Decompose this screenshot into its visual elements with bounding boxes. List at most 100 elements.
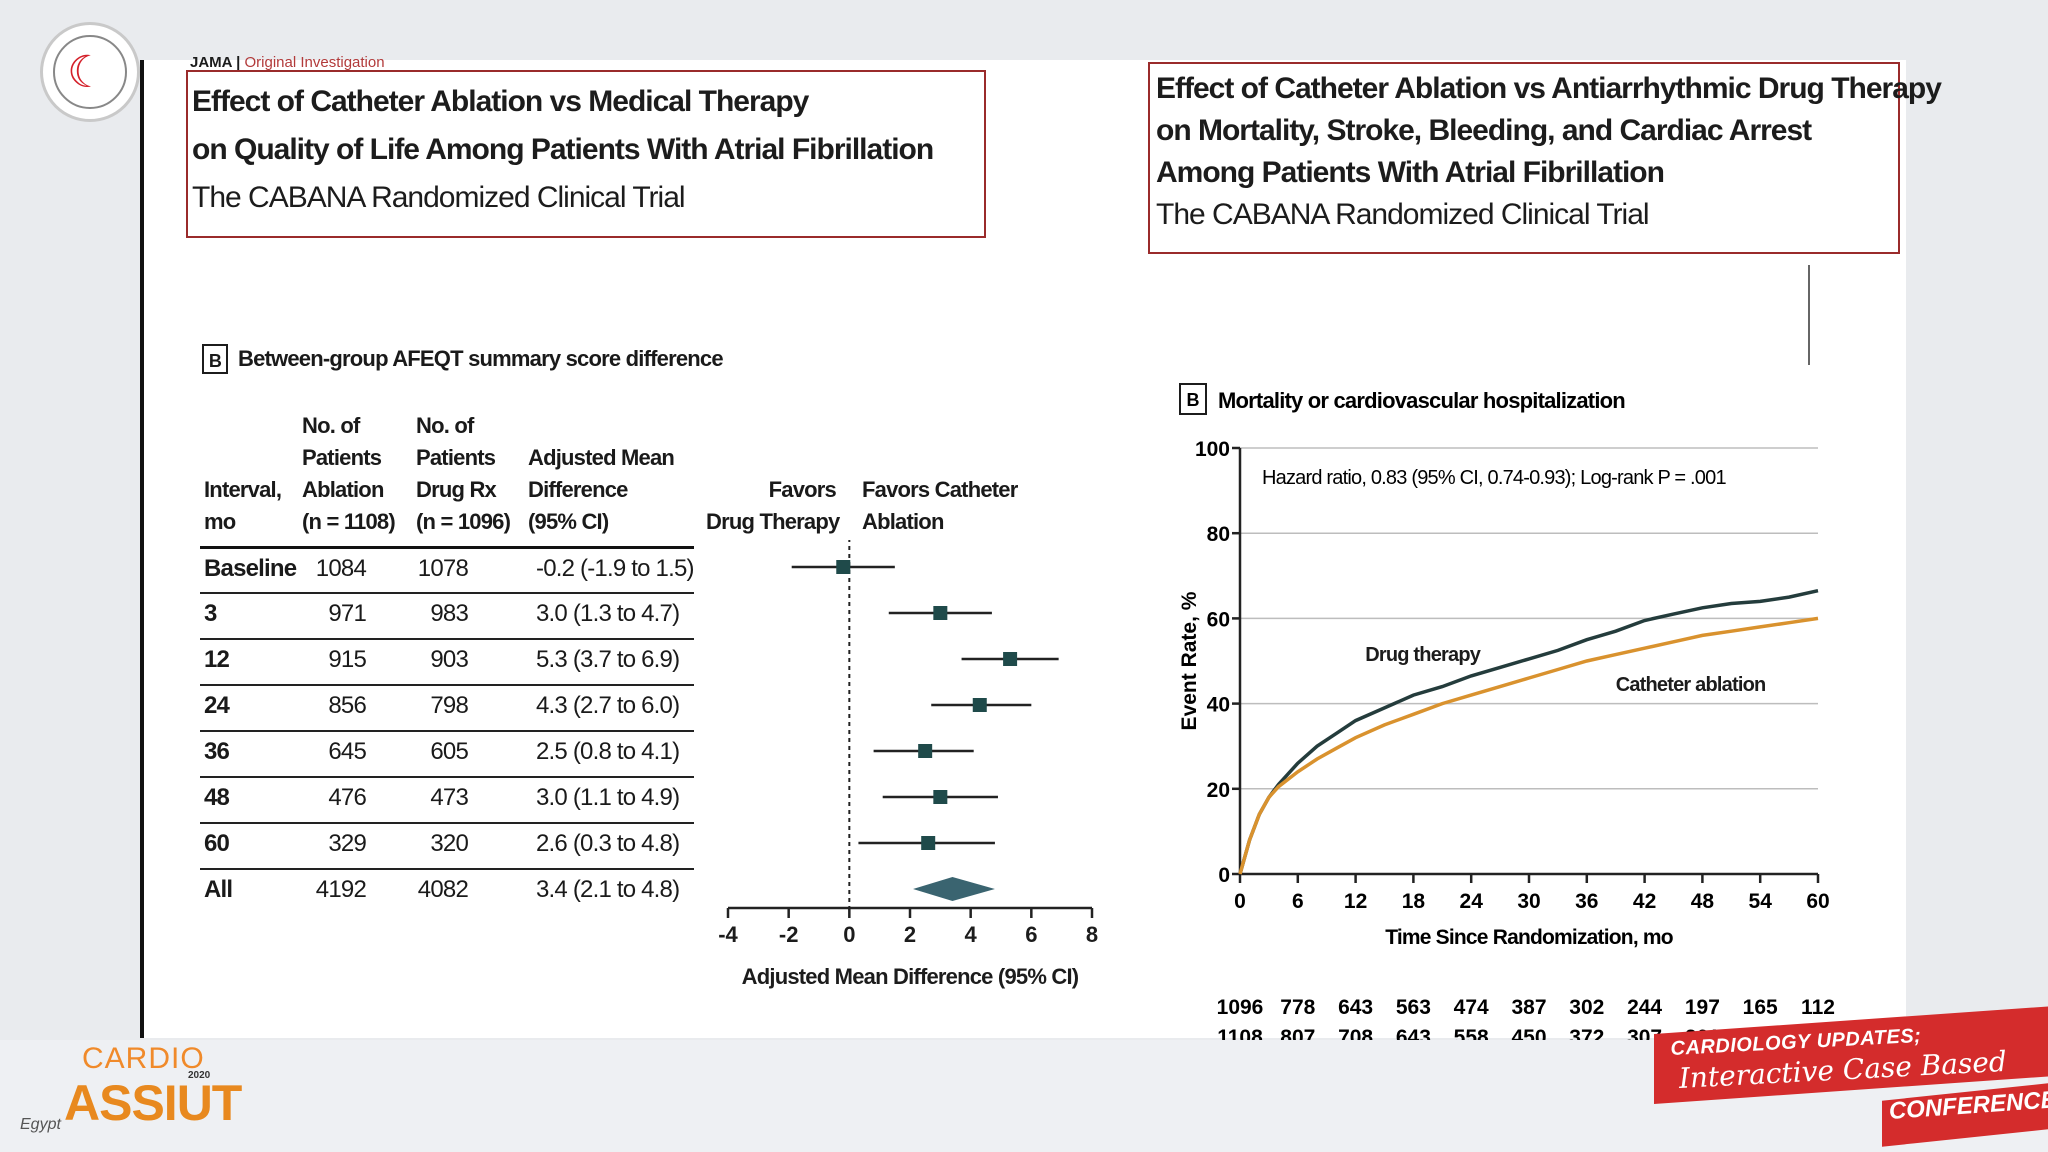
conference-banner: CARDIOLOGY UPDATES; Interactive Case Bas… <box>1654 1006 2048 1152</box>
forest-x-tick-label: 4 <box>965 922 978 947</box>
faculty-logo: ☾ <box>40 22 140 122</box>
left-title-subtitle: The CABANA Randomized Clinical Trial <box>192 181 686 214</box>
catheter-ablation-curve <box>1238 616 1819 875</box>
forest-x-tick-label: -4 <box>718 922 738 947</box>
cell-interval: 12 <box>204 646 230 673</box>
table-row: All 4192 4082 3.4 (2.1 to 4.8) <box>200 868 694 916</box>
logo-cardio-text: CARDIO <box>82 1042 205 1075</box>
forest-x-tick-label: 6 <box>1025 922 1037 947</box>
right-title-line2: on Mortality, Stroke, Bleeding, and Card… <box>1156 114 1812 147</box>
estimate-marker <box>1003 652 1018 666</box>
drug-therapy-curve <box>1238 588 1819 875</box>
at-risk-drug: 197 <box>1685 996 1720 1019</box>
km-y-tick-label: 20 <box>1207 779 1230 802</box>
km-y-tick-label: 60 <box>1207 608 1230 631</box>
left-title-box: Effect of Catheter Ablation vs Medical T… <box>186 70 986 238</box>
cell-drug: 983 <box>430 600 468 627</box>
km-x-tick-label: 54 <box>1749 890 1773 913</box>
at-risk-drug: 387 <box>1511 996 1546 1019</box>
journal-section: Original Investigation <box>244 54 385 71</box>
estimate-marker <box>836 560 851 574</box>
right-title-line3: Among Patients With Atrial Fibrillation <box>1156 156 1665 189</box>
at-risk-ablation: 807 <box>1280 1026 1315 1040</box>
estimate-marker <box>918 744 933 758</box>
km-chart: B Mortality or cardiovascular hospitaliza… <box>1178 383 1836 1040</box>
at-risk-drug: 474 <box>1454 996 1489 1019</box>
journal-label: JAMA | Original Investigation <box>190 54 385 71</box>
cell-interval: 36 <box>204 738 230 765</box>
forest-plot: -4 -2 0 2 4 6 8 Adjusted Mean Difference (95% C… <box>718 540 1098 989</box>
crescent-icon: ☾ <box>67 47 107 98</box>
cell-difference: 3.4 (2.1 to 4.8) <box>536 876 680 903</box>
cell-drug: 320 <box>430 830 468 857</box>
forest-x-tick-label: 0 <box>843 922 855 947</box>
cell-difference: 2.5 (0.8 to 4.1) <box>536 738 680 765</box>
cell-drug: 798 <box>430 692 468 719</box>
km-x-tick-label: 12 <box>1344 890 1367 913</box>
km-y-tick-label: 0 <box>1218 864 1230 887</box>
km-x-axis-title: Time Since Randomization, mo <box>1385 926 1673 949</box>
cell-interval: All <box>204 876 233 903</box>
cell-ablation: 476 <box>328 784 366 811</box>
table-row: Baseline 1084 1078 -0.2 (-1.9 to 1.5) <box>200 546 694 595</box>
favors-drug-label: Favors Drug Therapy <box>706 477 840 534</box>
forest-panel-title: Between-group AFEQT summary score differ… <box>238 346 724 371</box>
cell-ablation: 645 <box>328 738 366 765</box>
km-x-tick-label: 60 <box>1806 890 1829 913</box>
logo-script: Egypt <box>20 1116 61 1133</box>
at-risk-ablation: 558 <box>1454 1026 1489 1040</box>
km-panel-title: Mortality or cardiovascular hospitalizat… <box>1218 388 1625 413</box>
table-row: 36 645 605 2.5 (0.8 to 4.1) <box>200 730 694 778</box>
vertical-divider <box>1808 265 1810 365</box>
favors-ablation-label: Favors Catheter Ablation <box>862 477 1018 534</box>
at-risk-drug: 112 <box>1801 996 1835 1019</box>
at-risk-ablation: 307 <box>1627 1026 1662 1040</box>
table-row: 48 476 473 3.0 (1.1 to 4.9) <box>200 776 694 824</box>
at-risk-drug: 302 <box>1569 996 1604 1019</box>
cell-difference: 2.6 (0.3 to 4.8) <box>536 830 680 857</box>
km-panel-badge <box>1179 383 1207 415</box>
estimate-marker <box>933 790 948 804</box>
km-x-tick-label: 30 <box>1517 890 1540 913</box>
km-y-tick-label: 100 <box>1195 438 1230 461</box>
cell-interval: 24 <box>204 692 230 719</box>
cell-interval: 48 <box>204 784 230 811</box>
summary-diamond <box>913 877 995 901</box>
cell-ablation: 915 <box>328 646 366 673</box>
cell-interval: 3 <box>204 600 217 627</box>
cell-drug: 903 <box>430 646 468 673</box>
forest-x-tick-label: 8 <box>1086 922 1098 947</box>
left-title-line1: Effect of Catheter Ablation vs Medical T… <box>192 85 809 118</box>
header-interval: Interval, mo <box>204 477 282 534</box>
at-risk-ablation: 643 <box>1396 1026 1431 1040</box>
panel-letter-badge: B <box>202 344 228 374</box>
right-title-line1: Effect of Catheter Ablation vs Antiarrhy… <box>1156 72 1942 105</box>
km-y-tick-label: 80 <box>1207 523 1230 546</box>
drug-therapy-label: Drug therapy <box>1365 644 1482 666</box>
forest-x-tick-label: -2 <box>779 922 799 947</box>
cell-drug: 473 <box>430 784 468 811</box>
header-ablation: No. of Patients Ablation (n = 1108) <box>302 413 396 534</box>
forest-panel-label: B Between-group AFEQT summary score diff… <box>202 344 724 374</box>
at-risk-ablation: 372 <box>1569 1026 1604 1040</box>
estimate-marker <box>933 606 948 620</box>
journal-name: JAMA <box>190 54 232 71</box>
header-difference: Adjusted Mean Difference (95% CI) <box>528 445 675 534</box>
forest-x-tick-label: 2 <box>904 922 916 947</box>
cell-difference: 3.0 (1.3 to 4.7) <box>536 600 680 627</box>
header-drug: No. of Patients Drug Rx (n = 1096) <box>416 413 511 534</box>
at-risk-drug: 778 <box>1280 996 1315 1019</box>
cell-ablation: 1084 <box>315 555 367 582</box>
right-title-box: Effect of Catheter Ablation vs Antiarrhy… <box>1148 62 1942 254</box>
km-x-tick-label: 0 <box>1234 890 1246 913</box>
slide-left-rule <box>140 60 144 1038</box>
km-x-tick-label: 24 <box>1460 890 1484 913</box>
table-row: 3 971 983 3.0 (1.3 to 4.7) <box>200 592 694 640</box>
km-x-tick-label: 36 <box>1575 890 1598 913</box>
table-row: 12 915 903 5.3 (3.7 to 6.9) <box>200 638 694 686</box>
cell-difference: 3.0 (1.1 to 4.9) <box>536 784 680 811</box>
km-y-tick-label: 40 <box>1207 694 1230 717</box>
at-risk-drug: 563 <box>1396 996 1431 1019</box>
at-risk-drug: 643 <box>1338 996 1373 1019</box>
logo-year: 2020 <box>188 1070 211 1081</box>
